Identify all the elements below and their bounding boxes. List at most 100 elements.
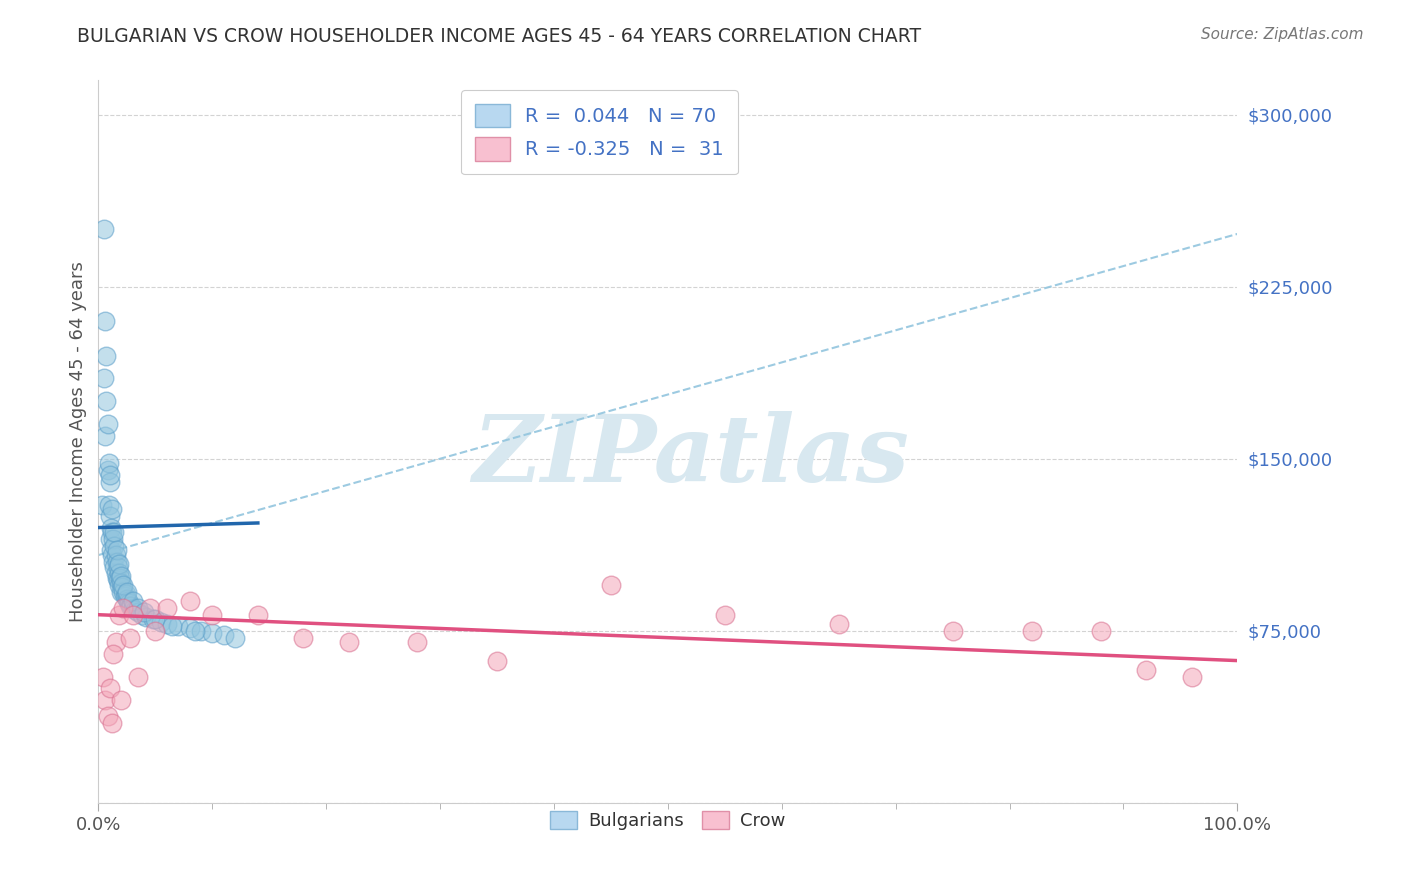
Point — [127, 600, 149, 615]
Point — [1021, 624, 1043, 638]
Point — [201, 607, 224, 622]
Point — [156, 616, 179, 631]
Point — [101, 548, 124, 562]
Text: ZIPatlas: ZIPatlas — [472, 411, 910, 501]
Point — [127, 606, 149, 620]
Point — [212, 628, 235, 642]
Point — [120, 631, 142, 645]
Point — [96, 417, 118, 432]
Point — [114, 590, 136, 604]
Y-axis label: Householder Income Ages 45 - 64 years: Householder Income Ages 45 - 64 years — [69, 261, 87, 622]
Point — [104, 635, 127, 649]
Point — [110, 692, 132, 706]
Point — [121, 594, 143, 608]
Point — [98, 681, 121, 695]
Point — [121, 600, 143, 615]
Point — [98, 532, 121, 546]
Point — [132, 606, 155, 620]
Point — [108, 607, 131, 622]
Point — [142, 612, 165, 626]
Point — [138, 600, 160, 615]
Point — [120, 599, 142, 613]
Point — [107, 559, 129, 574]
Point — [98, 467, 121, 482]
Point — [135, 610, 157, 624]
Point — [292, 631, 315, 645]
Point — [246, 607, 269, 622]
Point — [100, 543, 122, 558]
Point — [103, 532, 125, 546]
Text: Source: ZipAtlas.com: Source: ZipAtlas.com — [1201, 27, 1364, 42]
Point — [105, 571, 128, 585]
Point — [100, 520, 122, 534]
Point — [111, 580, 134, 594]
Point — [104, 566, 127, 581]
Point — [103, 559, 125, 574]
Point — [131, 607, 153, 622]
Point — [201, 626, 224, 640]
Point — [103, 539, 125, 553]
Point — [162, 619, 184, 633]
Point — [108, 571, 131, 585]
Point — [224, 631, 246, 645]
Point — [150, 615, 173, 629]
Point — [94, 314, 117, 328]
Point — [103, 647, 125, 661]
Point — [190, 624, 212, 638]
Point — [96, 349, 118, 363]
Point — [98, 509, 121, 524]
Point — [828, 616, 851, 631]
Point — [110, 575, 132, 590]
Point — [110, 584, 132, 599]
Point — [184, 624, 207, 638]
Point — [118, 596, 141, 610]
Point — [127, 670, 149, 684]
Point — [90, 498, 112, 512]
Point — [97, 498, 120, 512]
Point — [96, 394, 118, 409]
Point — [112, 578, 135, 592]
Point — [96, 708, 118, 723]
Point — [121, 607, 143, 622]
Point — [96, 463, 118, 477]
Point — [91, 670, 114, 684]
Point — [97, 456, 120, 470]
Point — [94, 692, 117, 706]
Point — [1090, 624, 1112, 638]
Point — [145, 612, 167, 626]
Point — [103, 555, 125, 569]
Point — [101, 502, 124, 516]
Point — [101, 715, 124, 730]
Point — [114, 587, 136, 601]
Legend: Bulgarians, Crow: Bulgarians, Crow — [543, 804, 793, 837]
Point — [486, 654, 509, 668]
Point — [156, 600, 179, 615]
Point — [124, 603, 146, 617]
Point — [179, 594, 201, 608]
Point — [93, 222, 115, 236]
Point — [110, 568, 132, 582]
Point — [107, 574, 129, 588]
Point — [167, 619, 190, 633]
Point — [93, 371, 115, 385]
Point — [600, 578, 623, 592]
Point — [94, 429, 117, 443]
Point — [406, 635, 429, 649]
Point — [1181, 670, 1204, 684]
Point — [103, 525, 125, 540]
Point — [714, 607, 737, 622]
Point — [1135, 663, 1157, 677]
Point — [108, 558, 131, 572]
Point — [104, 548, 127, 562]
Point — [112, 584, 135, 599]
Point — [108, 578, 131, 592]
Point — [98, 475, 121, 489]
Point — [145, 624, 167, 638]
Point — [108, 566, 131, 581]
Point — [115, 584, 138, 599]
Point — [117, 594, 139, 608]
Point — [101, 525, 124, 540]
Text: BULGARIAN VS CROW HOUSEHOLDER INCOME AGES 45 - 64 YEARS CORRELATION CHART: BULGARIAN VS CROW HOUSEHOLDER INCOME AGE… — [77, 27, 921, 45]
Point — [115, 591, 138, 606]
Point — [942, 624, 965, 638]
